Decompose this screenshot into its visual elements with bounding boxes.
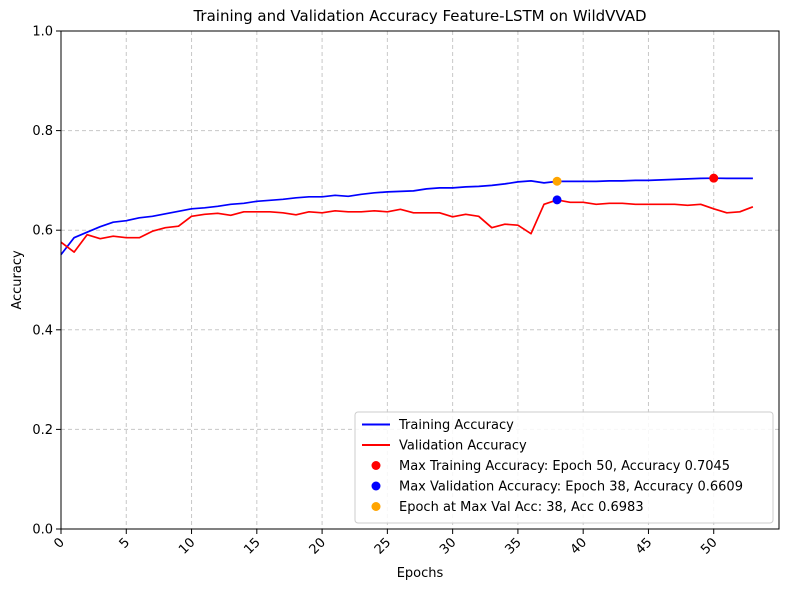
y-tick-label: 0.0	[32, 523, 53, 538]
y-axis: 0.0 0.2 0.4 0.6 0.8 1.0	[32, 25, 61, 538]
series-layer	[60, 177, 754, 256]
x-tick-label: 25	[372, 535, 394, 557]
series-line-training	[60, 177, 753, 256]
x-tick-label: 50	[698, 535, 720, 557]
max-training-marker	[709, 173, 719, 183]
legend-label: Max Validation Accuracy: Epoch 38, Accur…	[399, 480, 743, 495]
x-tick-label: 30	[437, 535, 459, 557]
x-axis-label: Epochs	[397, 566, 444, 581]
legend-box	[354, 411, 774, 524]
x-tick-label: 45	[633, 535, 655, 557]
legend: Training Accuracy Validation Accuracy Max …	[354, 411, 774, 524]
series-line-validation	[60, 199, 754, 253]
chart-title: Training and Validation Accuracy Feature…	[192, 7, 646, 25]
max-validation-marker	[552, 195, 562, 205]
y-tick-label: 0.8	[32, 124, 53, 139]
x-tick-label: 40	[568, 535, 590, 557]
y-axis-label: Accuracy	[10, 250, 25, 310]
legend-label: Validation Accuracy	[399, 439, 527, 454]
y-tick-label: 0.2	[32, 423, 53, 438]
x-axis: 0 5 10 15 20 25 30 35 40 45 50	[51, 529, 721, 558]
legend-swatch-dot	[371, 481, 381, 491]
epoch-at-max-val-marker	[552, 176, 562, 186]
x-tick-label: 10	[176, 535, 198, 557]
x-tick-label: 15	[241, 535, 263, 557]
x-tick-label: 5	[117, 535, 133, 551]
legend-swatch-dot	[371, 461, 381, 470]
legend-label: Training Accuracy	[398, 418, 514, 433]
y-tick-label: 1.0	[32, 25, 53, 40]
marker-layer	[552, 173, 719, 205]
plot-frame	[60, 30, 780, 530]
legend-label: Epoch at Max Val Acc: 38, Acc 0.6983	[399, 500, 644, 515]
y-tick-label: 0.6	[32, 224, 53, 239]
x-tick-label: 0	[51, 535, 67, 551]
legend-swatch-dot	[371, 502, 381, 511]
x-tick-label: 35	[502, 535, 524, 557]
x-tick-label: 20	[307, 535, 329, 557]
legend-label: Max Training Accuracy: Epoch 50, Accurac…	[399, 459, 730, 474]
y-tick-label: 0.4	[32, 323, 53, 338]
